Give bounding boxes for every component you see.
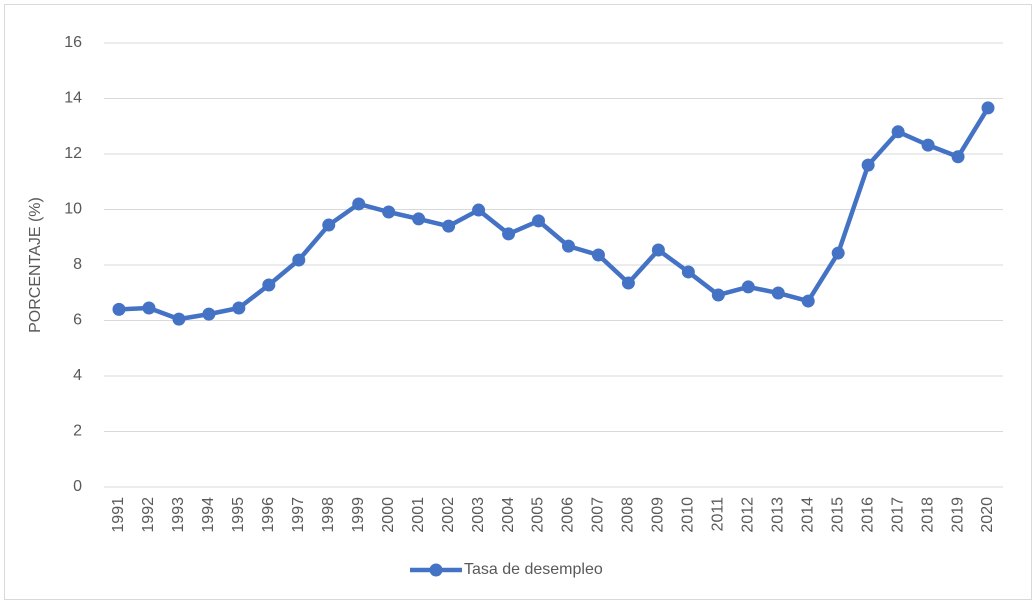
x-tick-label: 1998 xyxy=(320,497,337,533)
data-point xyxy=(232,301,246,315)
data-point xyxy=(741,280,755,294)
legend-marker xyxy=(429,563,443,577)
data-point xyxy=(172,312,186,326)
data-point xyxy=(382,205,396,219)
chart-border xyxy=(4,4,1032,600)
data-point xyxy=(891,125,905,139)
data-point xyxy=(412,212,426,226)
x-tick-label: 2001 xyxy=(410,497,427,533)
x-tick-label: 1996 xyxy=(260,497,277,533)
x-tick-label: 2004 xyxy=(500,497,517,533)
x-tick-label: 1997 xyxy=(290,497,307,533)
data-point xyxy=(112,302,126,316)
y-tick-label: 0 xyxy=(73,478,82,495)
y-tick-label: 10 xyxy=(64,201,82,218)
x-tick-label: 2009 xyxy=(650,497,667,533)
x-tick-label: 2017 xyxy=(889,497,906,533)
x-tick-label: 2020 xyxy=(979,497,996,533)
data-point xyxy=(472,203,486,217)
data-point xyxy=(292,253,306,267)
x-tick-label: 2019 xyxy=(949,497,966,533)
x-tick-label: 2005 xyxy=(530,497,547,533)
y-tick-label: 8 xyxy=(73,256,82,273)
x-tick-label: 2011 xyxy=(710,497,727,532)
data-point xyxy=(981,101,995,115)
data-point xyxy=(771,286,785,300)
y-tick-label: 14 xyxy=(64,90,82,107)
data-point xyxy=(561,239,575,253)
x-tick-label: 2014 xyxy=(799,497,816,533)
y-tick-label: 4 xyxy=(73,367,82,384)
x-tick-label: 1999 xyxy=(350,497,367,533)
x-tick-label: 1993 xyxy=(170,497,187,533)
y-axis-label: PORCENTAJE (%) xyxy=(27,197,44,333)
x-tick-label: 2003 xyxy=(470,497,487,533)
data-point xyxy=(442,219,456,233)
data-point xyxy=(142,301,156,315)
data-point xyxy=(951,150,965,164)
data-point xyxy=(262,278,276,292)
data-point xyxy=(711,288,725,302)
x-tick-label: 2008 xyxy=(620,497,637,533)
data-point xyxy=(202,307,216,321)
y-tick-label: 12 xyxy=(64,145,82,162)
x-tick-label: 2006 xyxy=(560,497,577,533)
data-point xyxy=(831,246,845,260)
y-tick-label: 2 xyxy=(73,423,82,440)
data-point xyxy=(532,214,546,228)
x-tick-label: 1995 xyxy=(230,497,247,533)
data-point xyxy=(352,197,366,211)
data-point xyxy=(921,138,935,152)
data-point xyxy=(681,265,695,279)
y-tick-label: 6 xyxy=(73,312,82,329)
x-tick-label: 2007 xyxy=(590,497,607,533)
x-tick-label: 2013 xyxy=(769,497,786,533)
data-point xyxy=(651,243,665,257)
x-tick-label: 2000 xyxy=(380,497,397,533)
x-tick-label: 1992 xyxy=(140,497,157,533)
y-tick-label: 16 xyxy=(64,34,82,51)
x-tick-label: 1991 xyxy=(110,497,127,533)
data-point xyxy=(502,227,516,241)
data-point xyxy=(322,218,336,232)
data-point xyxy=(801,294,815,308)
x-tick-label: 2016 xyxy=(859,497,876,533)
data-point xyxy=(591,248,605,262)
x-tick-label: 2015 xyxy=(829,497,846,533)
x-tick-label: 2002 xyxy=(440,497,457,533)
x-tick-label: 2018 xyxy=(919,497,936,533)
data-point xyxy=(861,158,875,172)
x-tick-label: 1994 xyxy=(200,497,217,533)
data-point xyxy=(621,276,635,290)
x-tick-label: 2012 xyxy=(740,497,757,533)
x-tick-label: 2010 xyxy=(680,497,697,533)
legend-label: Tasa de desempleo xyxy=(464,561,603,578)
